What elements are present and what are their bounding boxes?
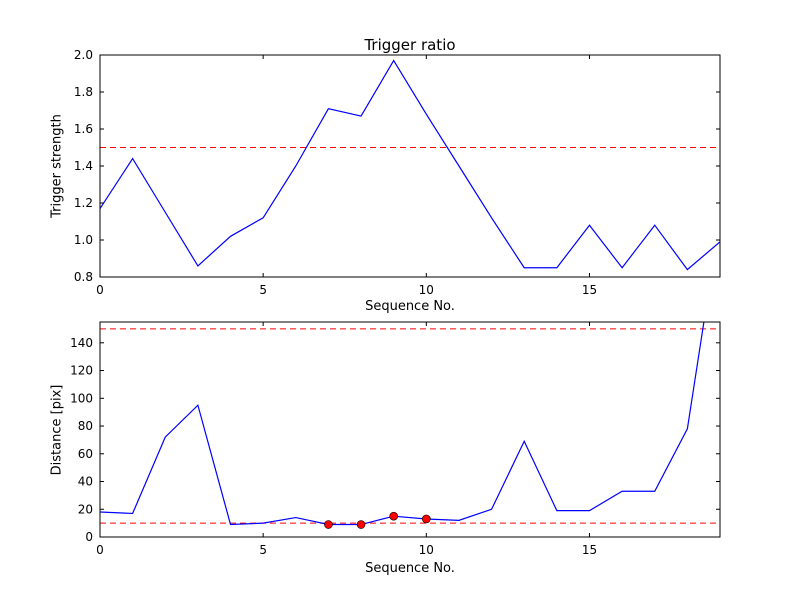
x-tick-label: 15 (582, 543, 597, 557)
subplot-0: 0 5 10 15 0.8 1.0 1.2 1.4 1.6 1.8 2.0 (74, 48, 721, 297)
x-tick-label: 0 (96, 283, 104, 297)
y-tick-label: 1.0 (74, 233, 93, 247)
y-tick-label: 140 (70, 336, 93, 350)
y-tick-label: 0 (85, 530, 93, 544)
event-marker (389, 511, 398, 521)
y-tick-label: 100 (70, 391, 93, 405)
y-tick-label: 40 (78, 475, 93, 489)
y-tick-label: 1.8 (74, 85, 93, 99)
event-marker (356, 520, 366, 529)
y-tick-label: 80 (78, 419, 93, 433)
event-marker (422, 514, 431, 524)
x-tick-label: 10 (419, 543, 434, 557)
x-tick-label: 10 (419, 283, 434, 297)
y-tick-label: 20 (78, 502, 93, 516)
y-tick-label: 1.6 (74, 122, 93, 136)
distance-line (100, 322, 705, 526)
bottom-x-axis-label: Sequence No. (365, 561, 455, 576)
y-tick-label: 0.8 (74, 270, 93, 284)
x-tick-label: 5 (259, 283, 267, 297)
event-marker (324, 520, 333, 529)
top-x-axis-label: Sequence No. (365, 299, 455, 314)
y-tick-label: 1.4 (74, 159, 93, 173)
chart-title: Trigger ratio (364, 36, 456, 54)
trigger-strength-line (100, 59, 720, 271)
bottom-y-axis-label: Distance [pix] (49, 384, 65, 476)
y-tick-label: 120 (70, 364, 93, 378)
x-tick-label: 0 (96, 543, 104, 557)
y-tick-label: 2.0 (74, 48, 93, 62)
x-tick-label: 5 (259, 543, 267, 557)
subplot-1: 0 5 10 15 0 20 40 60 80 100 120 140 (70, 321, 721, 557)
x-tick-label: 15 (582, 283, 597, 297)
y-tick-label: 1.2 (74, 196, 93, 210)
axes-frame (99, 321, 721, 538)
y-tick-label: 60 (78, 447, 93, 461)
top-y-axis-label: Trigger strength (49, 114, 65, 218)
